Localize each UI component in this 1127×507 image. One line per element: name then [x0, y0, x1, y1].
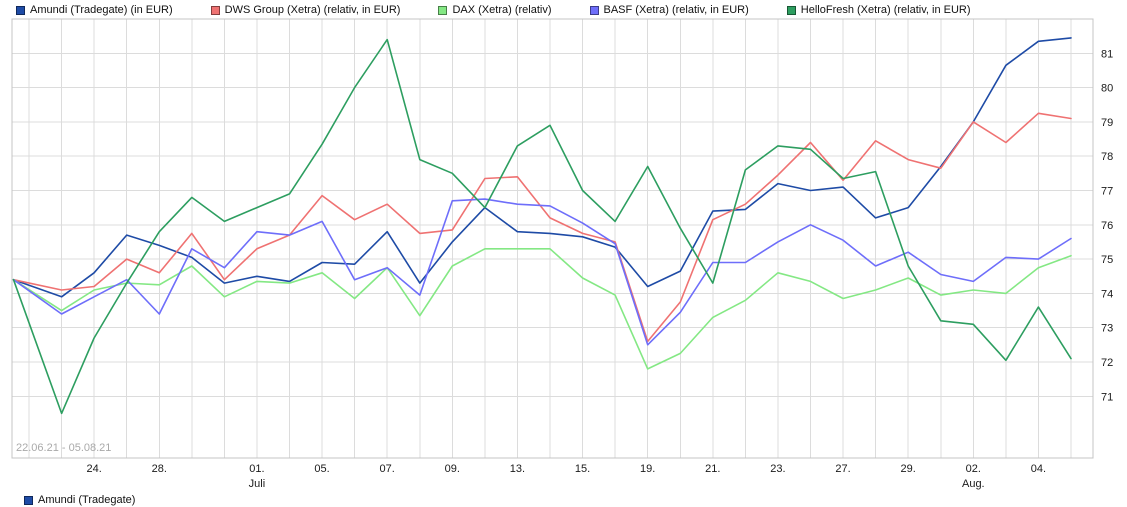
legend-item-2: DAX (Xetra) (relativ) — [438, 4, 552, 16]
x-axis-label: 23. — [770, 463, 785, 475]
plot-border — [11, 18, 1094, 459]
x-axis-label: 04. — [1031, 463, 1046, 475]
x-axis-label: 15. — [575, 463, 590, 475]
y-axis-label: 74 — [1101, 288, 1113, 300]
series-line-4 — [12, 38, 1072, 415]
series-line-1 — [12, 112, 1072, 343]
legend-item-0: Amundi (Tradegate) (in EUR) — [16, 4, 173, 16]
y-axis-label: 81 — [1101, 48, 1113, 60]
footer-legend-clipped: Amundi (Tradegate) — [24, 493, 135, 507]
legend-swatch-icon — [438, 5, 448, 15]
legend-item-label: Amundi (Tradegate) (in EUR) — [30, 4, 173, 16]
x-axis-label: 02. — [966, 463, 981, 475]
x-axis-label: 07. — [380, 463, 395, 475]
x-axis-label: 01. — [249, 463, 264, 475]
x-axis-label: 21. — [705, 463, 720, 475]
x-axis-label: 05. — [314, 463, 329, 475]
x-axis-label: 24. — [86, 463, 101, 475]
y-axis-label: 80 — [1101, 83, 1113, 95]
y-axis-label: 76 — [1101, 220, 1113, 232]
y-axis-label: 78 — [1101, 151, 1113, 163]
series-line-0 — [12, 37, 1072, 298]
month-label: Juli — [249, 478, 266, 490]
footer-legend-label: Amundi (Tradegate) — [38, 494, 136, 506]
y-axis-label: 75 — [1101, 254, 1113, 266]
x-axis-label: 27. — [835, 463, 850, 475]
y-axis-label: 79 — [1101, 117, 1113, 129]
y-axis-label: 77 — [1101, 186, 1113, 198]
legend-item-label: DWS Group (Xetra) (relativ, in EUR) — [224, 4, 401, 16]
legend-swatch-icon — [589, 5, 599, 15]
x-axis-label: 29. — [901, 463, 916, 475]
legend-item-1: DWS Group (Xetra) (relativ, in EUR) — [210, 4, 401, 16]
legend-item-label: DAX (Xetra) (relativ) — [452, 4, 552, 16]
y-axis-label: 72 — [1101, 357, 1113, 369]
x-axis-label: 13. — [510, 463, 525, 475]
legend-item-label: HelloFresh (Xetra) (relativ, in EUR) — [800, 4, 971, 16]
legend-swatch-icon — [16, 5, 25, 15]
legend-item-label: BASF (Xetra) (relativ, in EUR) — [603, 4, 749, 16]
footer-legend-swatch — [24, 495, 33, 505]
legend-swatch-icon — [786, 5, 796, 15]
legend-item-4: HelloFresh (Xetra) (relativ, in EUR) — [786, 4, 971, 16]
series-line-3 — [12, 198, 1072, 346]
x-axis-label: 28. — [152, 463, 167, 475]
y-axis-label: 71 — [1101, 391, 1113, 403]
legend: Amundi (Tradegate) (in EUR) DWS Group (Xe… — [16, 3, 971, 17]
date-range-label: 22.06.21 - 05.08.21 — [16, 442, 112, 454]
legend-swatch-icon — [210, 5, 220, 15]
month-label: Aug. — [962, 478, 985, 490]
y-axis-label: 73 — [1101, 323, 1113, 335]
x-axis-label: 19. — [640, 463, 655, 475]
series-line-2 — [12, 248, 1072, 370]
x-axis-label: 09. — [445, 463, 460, 475]
legend-item-3: BASF (Xetra) (relativ, in EUR) — [589, 4, 749, 16]
